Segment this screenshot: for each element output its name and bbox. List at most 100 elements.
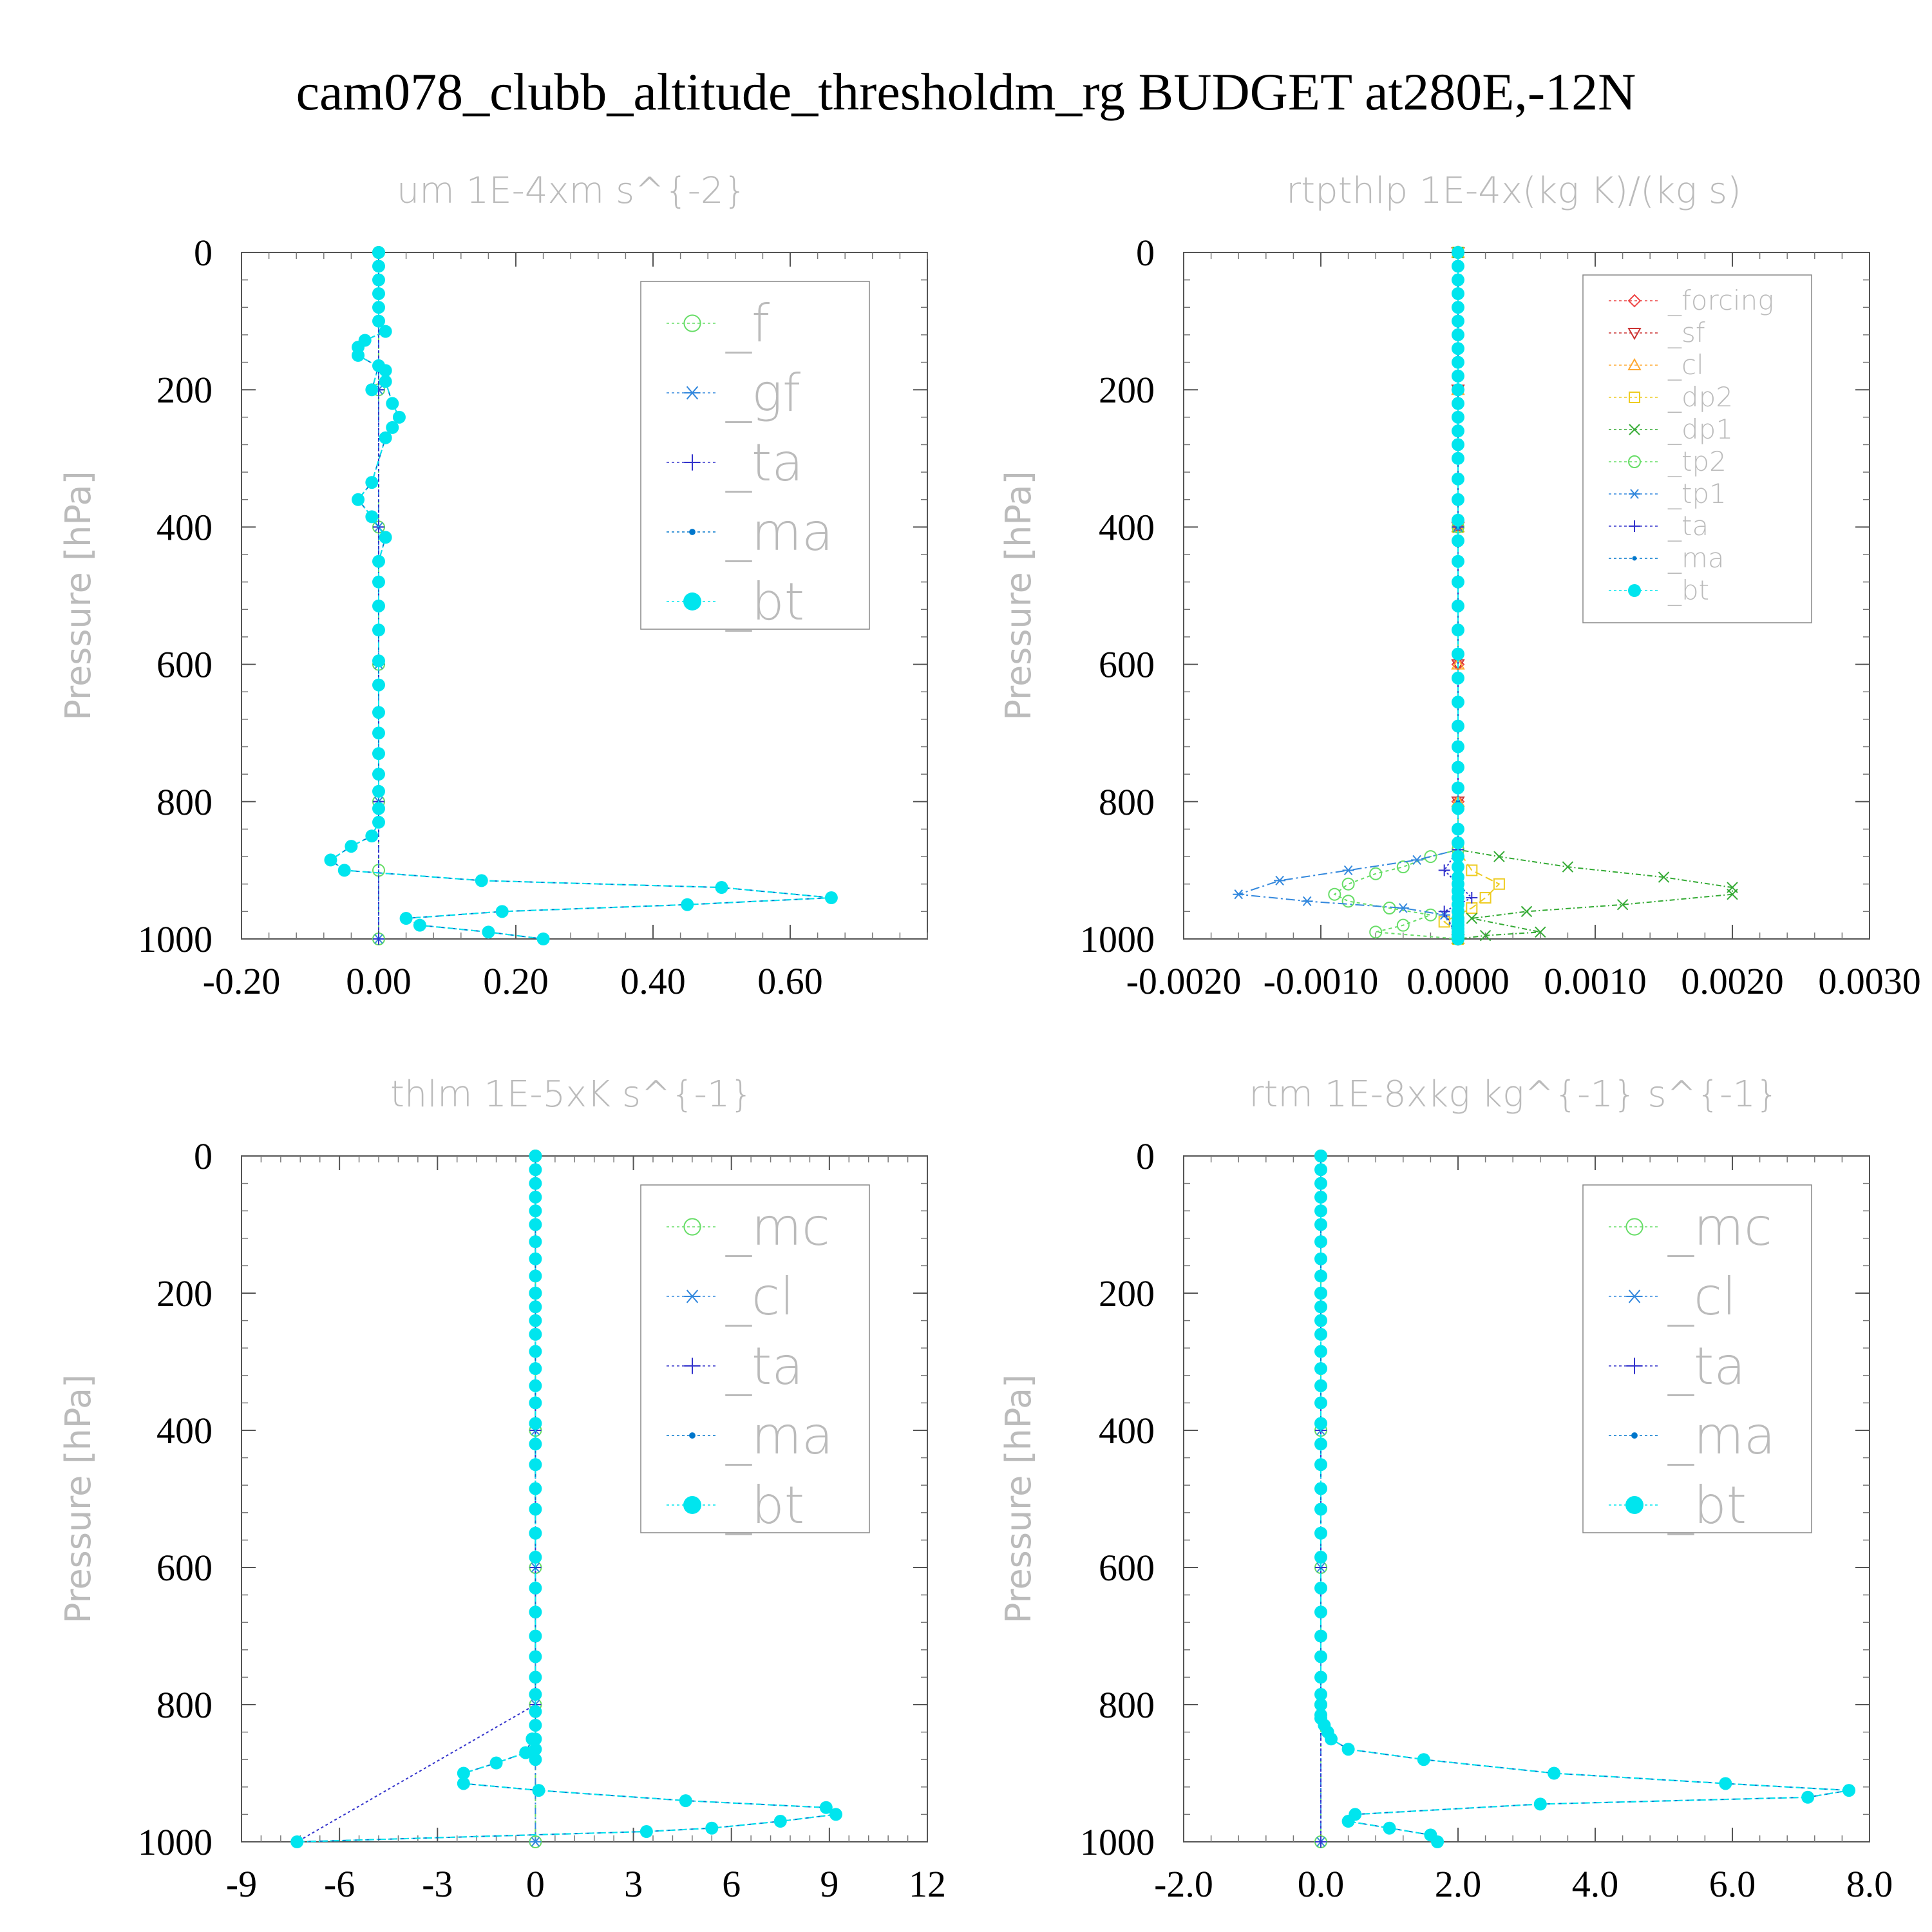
legend-entry: _bt [667,1475,804,1535]
data-point [1397,903,1409,913]
data-point [1548,1766,1561,1780]
data-point [482,925,495,939]
data-point [372,575,385,589]
data-point [529,1718,542,1732]
legend-label: _cl [1667,1267,1736,1327]
legend-marker [1627,357,1642,370]
data-point [1314,1287,1327,1300]
legend-entry: _tp1 [1609,478,1727,509]
legend-marker [1628,584,1641,597]
legend-label: _tp1 [1667,478,1727,509]
data-point [372,678,385,692]
data-point [1801,1790,1815,1804]
y-tick-label: 200 [1099,369,1155,411]
legend-marker [1632,556,1637,561]
data-point [1451,657,1465,670]
data-point [529,1417,542,1430]
data-point [519,1746,533,1759]
legend-entry: _forcing [1609,285,1774,316]
data-point [1452,355,1464,369]
legend-marker [683,1496,701,1514]
plot-frame [241,1155,928,1842]
data-point [639,1825,653,1839]
legend-entry: _gf [667,363,800,423]
data-point [529,1190,542,1204]
legend-label: _sf [1667,317,1705,348]
data-point [372,260,385,273]
legend-marker [1629,520,1640,532]
y-axis-label: Pressure [hPa] [998,471,1039,720]
data-point [1438,905,1450,918]
legend-label: _bt [725,572,804,632]
legend-entry: _tp2 [1609,446,1727,477]
data-point [1424,908,1437,922]
data-point [1727,889,1738,900]
legend-entry: _ta [667,433,803,493]
data-point [1233,889,1245,900]
data-point [529,1204,542,1218]
legend-entry: _mc [1609,1197,1772,1257]
y-tick-label: 600 [156,644,213,686]
data-point [529,1177,542,1190]
data-point [1452,822,1464,836]
data-point [365,476,379,489]
data-point [1314,1150,1327,1162]
y-tick-label: 200 [1099,1273,1155,1314]
x-tick-label: -2.0 [1154,1863,1213,1905]
data-point [1314,1698,1327,1711]
legend-marker [1627,328,1642,341]
data-point [529,1581,542,1595]
data-point [352,348,365,362]
legend-label: _dp1 [1667,413,1733,445]
data-point [1452,493,1464,506]
data-point [372,784,385,798]
data-point [1658,871,1670,883]
y-tick-label: 1000 [1080,1821,1155,1863]
legend-marker [689,529,696,535]
plot-frame [241,252,928,940]
data-point [1616,898,1629,911]
x-tick-label: 0.0 [1298,1863,1345,1905]
panel-title: rtpthlp 1E-4x(kg K)/(kg s) [1286,170,1741,212]
data-point [715,881,728,895]
data-point [1314,1300,1327,1314]
y-tick-label: 400 [1099,1410,1155,1452]
data-point [1533,1797,1547,1811]
series-group [1233,245,1738,947]
data-point [529,1235,542,1249]
data-point [1314,1417,1327,1430]
data-point [1342,865,1354,876]
data-point [372,654,385,668]
y-axis-label: Pressure [hPa] [58,1374,99,1624]
x-tick-label: 0.00 [346,960,412,1002]
series-bt [1452,246,1464,945]
y-tick-label: 1000 [138,1821,213,1863]
data-point [1479,892,1492,904]
data-point [1452,438,1464,451]
data-point [1341,895,1355,908]
x-tick-label: -0.0020 [1126,960,1242,1002]
legend-label: _gf [725,363,800,423]
x-tick-label: 0 [526,1863,545,1905]
panel-title: rtm 1E-8xkg kg^{-1} s^{-1} [1249,1074,1778,1115]
data-point [529,1551,542,1564]
data-point [1452,314,1464,328]
data-point [536,933,550,945]
chart-panels: -0.20 0.00 0.20 0.40 0.6002004006008001000um… [58,170,1921,1905]
data-point [365,510,379,524]
data-point [529,1269,542,1283]
data-point [1314,1551,1327,1564]
data-point [1452,781,1464,795]
legend-entry: _mc [667,1197,830,1257]
data-point [1452,451,1464,465]
y-tick-label: 0 [1136,1135,1155,1177]
x-tick-label: 2.0 [1435,1863,1482,1905]
data-point [1314,1252,1327,1265]
legend-entry: _cl [1609,1267,1736,1327]
data-point [372,273,385,287]
data-point [1314,1362,1327,1376]
data-point [1466,864,1478,876]
data-point [1314,1177,1327,1190]
legend-label: _ta [725,1336,803,1396]
data-point [529,1252,542,1265]
